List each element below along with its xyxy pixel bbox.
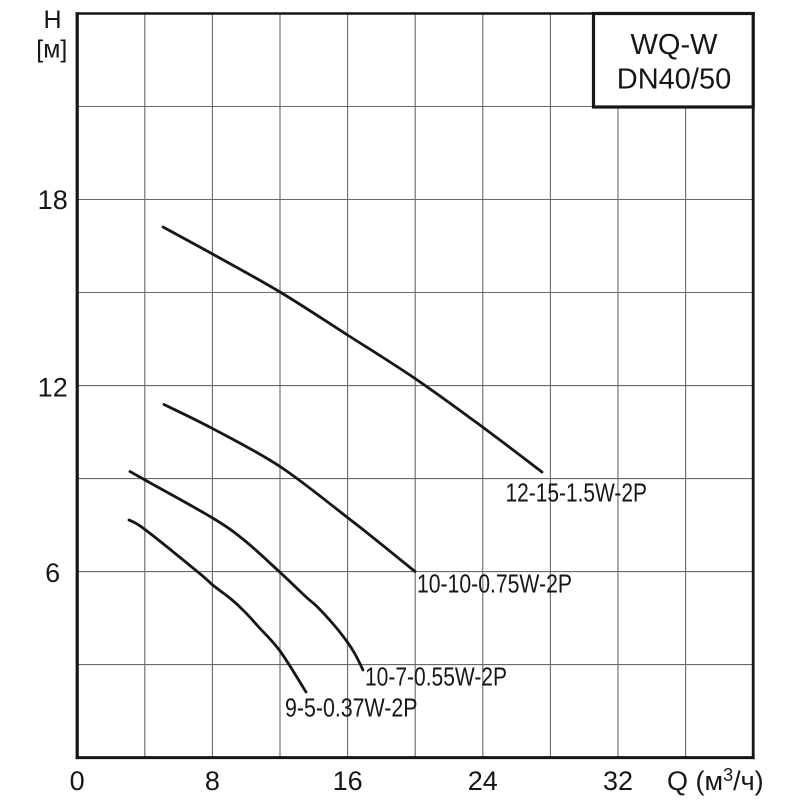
svg-text:12-15-1.5W-2P: 12-15-1.5W-2P: [506, 478, 648, 508]
svg-text:DN40/50: DN40/50: [617, 64, 731, 96]
svg-text:[м]: [м]: [36, 36, 67, 64]
svg-text:WQ-W: WQ-W: [631, 29, 719, 61]
svg-text:18: 18: [38, 185, 68, 215]
svg-text:12: 12: [38, 373, 68, 403]
svg-text:6: 6: [45, 558, 60, 588]
svg-text:0: 0: [70, 766, 85, 796]
svg-text:10-7-0.55W-2P: 10-7-0.55W-2P: [365, 662, 507, 692]
svg-text:Q (м3/ч): Q (м3/ч): [667, 765, 764, 796]
svg-text:24: 24: [468, 766, 498, 796]
svg-text:9-5-0.37W-2P: 9-5-0.37W-2P: [285, 692, 418, 722]
svg-text:8: 8: [205, 766, 220, 796]
svg-text:H: H: [43, 6, 61, 34]
svg-text:10-10-0.75W-2P: 10-10-0.75W-2P: [417, 569, 572, 599]
svg-text:32: 32: [603, 766, 633, 796]
svg-text:16: 16: [333, 766, 363, 796]
